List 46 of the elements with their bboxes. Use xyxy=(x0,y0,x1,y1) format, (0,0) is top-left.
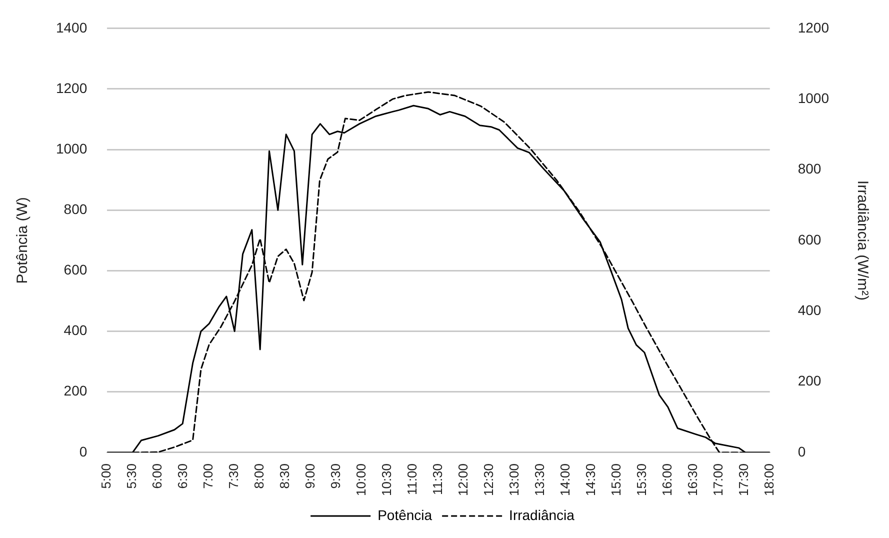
x-tick-label: 14:00 xyxy=(558,463,573,496)
x-tick-label: 13:00 xyxy=(506,463,522,496)
x-tick-label: 6:30 xyxy=(175,463,190,489)
x-tick-label: 16:30 xyxy=(684,463,700,496)
x-tick-label: 16:00 xyxy=(659,463,674,496)
y2-tick-label: 400 xyxy=(798,302,822,318)
x-tick-label: 7:30 xyxy=(226,463,242,489)
y-axis-title: Potência (W) xyxy=(14,197,32,284)
x-tick-label: 13:30 xyxy=(532,463,548,496)
y-tick-label: 200 xyxy=(64,382,88,399)
x-tick-label: 5:00 xyxy=(98,463,114,489)
y2-tick-label: 600 xyxy=(798,231,822,248)
y-tick-label: 1200 xyxy=(56,80,88,96)
x-tick-label: 12:00 xyxy=(456,463,471,496)
y-tick-label: 800 xyxy=(64,201,88,218)
legend-label: Potência xyxy=(378,506,432,523)
y-tick-label: 400 xyxy=(64,322,88,338)
y-tick-label: 1000 xyxy=(56,140,88,156)
x-tick-label: 8:00 xyxy=(252,463,267,489)
x-tick-label: 9:00 xyxy=(302,463,318,489)
x-tick-label: 11:00 xyxy=(404,463,420,496)
y-tick-label: 1400 xyxy=(56,19,88,36)
x-tick-label: 10:30 xyxy=(379,463,394,496)
y2-tick-label: 200 xyxy=(798,372,822,389)
x-tick-label: 6:00 xyxy=(150,463,165,489)
x-tick-label: 9:30 xyxy=(328,463,344,489)
y2-tick-label: 800 xyxy=(798,160,822,177)
x-tick-label: 12:30 xyxy=(481,463,496,496)
y2-tick-label: 1000 xyxy=(798,90,830,106)
y2-tick-label: 1200 xyxy=(798,19,830,36)
x-tick-label: 17:30 xyxy=(736,463,751,496)
x-tick-label: 17:00 xyxy=(710,463,726,496)
x-tick-label: 14:30 xyxy=(583,463,598,496)
y2-axis-title: Irradiância (W/m²) xyxy=(854,180,871,300)
x-tick-label: 5:30 xyxy=(124,463,140,489)
y-tick-label: 0 xyxy=(79,443,88,460)
legend-label: Irradiância xyxy=(509,506,575,523)
y-tick-label: 600 xyxy=(64,262,88,278)
x-tick-label: 18:00 xyxy=(761,463,776,496)
x-tick-label: 8:30 xyxy=(277,463,292,489)
x-tick-label: 10:00 xyxy=(354,463,369,496)
x-tick-label: 15:00 xyxy=(608,463,624,496)
x-tick-label: 7:00 xyxy=(200,463,216,489)
x-tick-label: 15:30 xyxy=(634,463,649,496)
x-tick-label: 11:30 xyxy=(430,463,446,496)
y2-tick-label: 0 xyxy=(798,443,806,460)
